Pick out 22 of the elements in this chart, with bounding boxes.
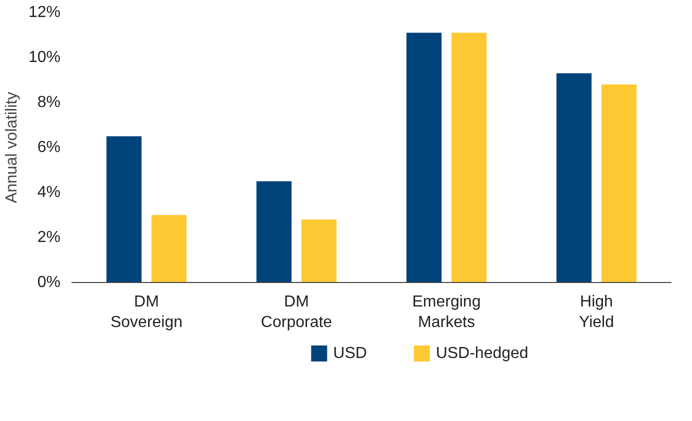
- bar: [301, 220, 337, 282]
- x-tick-label: DM Sovereign: [110, 294, 183, 331]
- bar: [256, 181, 292, 282]
- y-tick-label: 8%: [37, 94, 60, 111]
- y-axis-title: Annual volatility: [3, 92, 20, 204]
- bar: [151, 215, 187, 282]
- y-tick-label: 2%: [37, 229, 60, 246]
- y-tick-label: 6%: [37, 139, 60, 156]
- legend-label: USD-hedged: [436, 345, 528, 362]
- x-tick-label: High Yield: [579, 294, 614, 331]
- x-tick-label: DM Corporate: [260, 294, 332, 331]
- y-tick-label: 10%: [28, 49, 61, 66]
- bar: [451, 32, 487, 282]
- bar: [556, 73, 592, 282]
- bar: [106, 136, 142, 282]
- bar: [406, 32, 442, 282]
- x-tick-label: Emerging Markets: [412, 294, 481, 331]
- y-tick-label: 12%: [28, 4, 61, 21]
- y-tick-label: 4%: [37, 184, 60, 201]
- bar: [601, 84, 637, 282]
- y-tick-label: 0%: [37, 274, 60, 291]
- legend-label: USD: [333, 345, 367, 362]
